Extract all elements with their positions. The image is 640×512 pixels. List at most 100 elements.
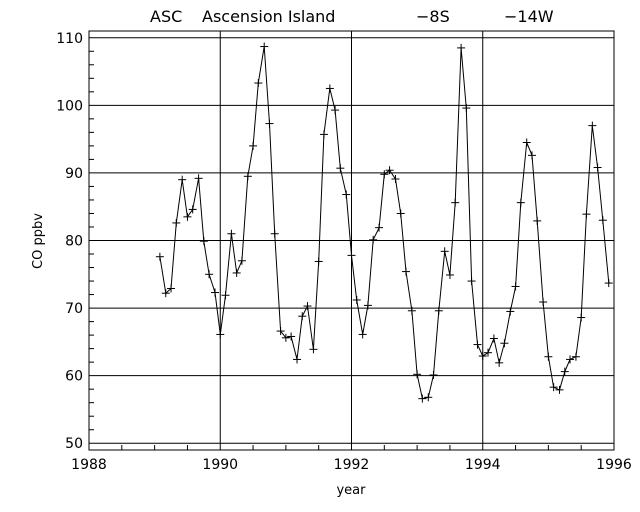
chart-title-longitude: −14W <box>504 7 554 26</box>
data-point <box>161 289 170 298</box>
data-point <box>516 198 525 207</box>
data-point <box>560 367 569 376</box>
data-point <box>336 164 345 173</box>
data-point <box>265 119 274 128</box>
data-point <box>429 370 438 379</box>
y-tick-label: 90 <box>65 166 83 182</box>
data-point <box>413 370 422 379</box>
data-point <box>172 218 181 227</box>
data-point <box>571 352 580 361</box>
data-point <box>260 42 269 51</box>
data-point <box>309 345 318 354</box>
data-point <box>396 209 405 218</box>
data-point <box>533 216 542 225</box>
data-point <box>303 302 312 311</box>
data-point <box>440 247 449 256</box>
data-point <box>216 330 225 339</box>
data-point <box>544 352 553 361</box>
data-point <box>363 301 372 310</box>
data-point <box>211 288 219 297</box>
chart-title-latitude: −8S <box>416 7 450 26</box>
data-point <box>424 393 433 402</box>
data-point <box>604 279 613 288</box>
data-point <box>178 175 187 184</box>
data-point <box>500 339 509 348</box>
x-tick-label: 1996 <box>596 457 632 473</box>
data-point <box>467 277 476 286</box>
data-point <box>489 334 498 343</box>
data-point <box>325 84 334 93</box>
co-series-line <box>159 46 610 400</box>
data-point <box>451 198 460 207</box>
data-point <box>188 205 197 214</box>
data-point <box>539 297 548 306</box>
data-point <box>243 172 252 181</box>
grid-lines <box>88 31 615 450</box>
data-point <box>254 79 263 88</box>
data-point <box>347 251 356 260</box>
data-point <box>478 352 487 361</box>
x-tick-label: 1988 <box>71 457 107 473</box>
data-point <box>155 252 164 261</box>
data-point <box>380 170 389 179</box>
data-point <box>205 270 214 279</box>
data-point <box>232 268 241 277</box>
y-tick-label: 70 <box>65 301 83 317</box>
chart-title-station-code: ASC <box>150 7 182 26</box>
data-point <box>298 312 307 321</box>
data-point <box>167 284 176 293</box>
co-series-markers <box>155 42 613 403</box>
data-point <box>375 223 384 232</box>
chart-title-station-name: Ascension Island <box>202 7 335 26</box>
data-point <box>287 332 296 341</box>
data-point <box>484 348 492 357</box>
data-point <box>401 267 410 276</box>
data-point <box>445 270 454 279</box>
data-point <box>319 130 328 139</box>
data-point <box>462 104 471 113</box>
data-point <box>369 235 378 244</box>
y-axis-ticks: 50 60 70 80 90 100 110 <box>56 31 94 452</box>
data-point <box>549 383 558 392</box>
data-point <box>418 394 427 403</box>
data-point <box>522 138 531 147</box>
data-point <box>199 237 208 246</box>
data-point <box>391 175 400 184</box>
data-point <box>577 313 586 322</box>
x-tick-label: 1994 <box>465 457 501 473</box>
x-tick-label: 1990 <box>202 457 238 473</box>
x-axis-ticks: 1988 1990 1992 1994 1996 <box>71 445 632 473</box>
data-point <box>598 216 607 225</box>
data-point <box>352 295 361 304</box>
data-point <box>593 163 602 172</box>
data-point <box>270 229 279 238</box>
x-axis-label: year <box>336 483 366 498</box>
data-point <box>221 291 230 300</box>
data-point <box>249 141 258 150</box>
data-point <box>506 307 515 316</box>
y-tick-label: 100 <box>56 98 83 114</box>
data-point <box>227 229 236 238</box>
data-point <box>342 190 351 199</box>
data-point <box>434 306 443 315</box>
data-point <box>407 306 416 315</box>
data-point <box>588 121 597 130</box>
data-point <box>555 385 564 394</box>
data-point <box>511 282 520 291</box>
y-tick-label: 50 <box>65 436 83 452</box>
data-point <box>358 330 367 339</box>
data-point <box>385 166 394 175</box>
data-point <box>473 340 482 349</box>
data-point <box>194 174 203 183</box>
plot-frame <box>88 30 615 451</box>
y-tick-label: 110 <box>56 31 83 47</box>
data-point <box>281 333 290 342</box>
y-axis-label: CO ppbv <box>31 213 46 269</box>
x-tick-label: 1992 <box>334 457 370 473</box>
data-point <box>582 210 591 219</box>
data-point <box>457 43 466 52</box>
data-point <box>183 212 192 221</box>
data-point <box>527 151 536 160</box>
data-point <box>566 355 575 364</box>
